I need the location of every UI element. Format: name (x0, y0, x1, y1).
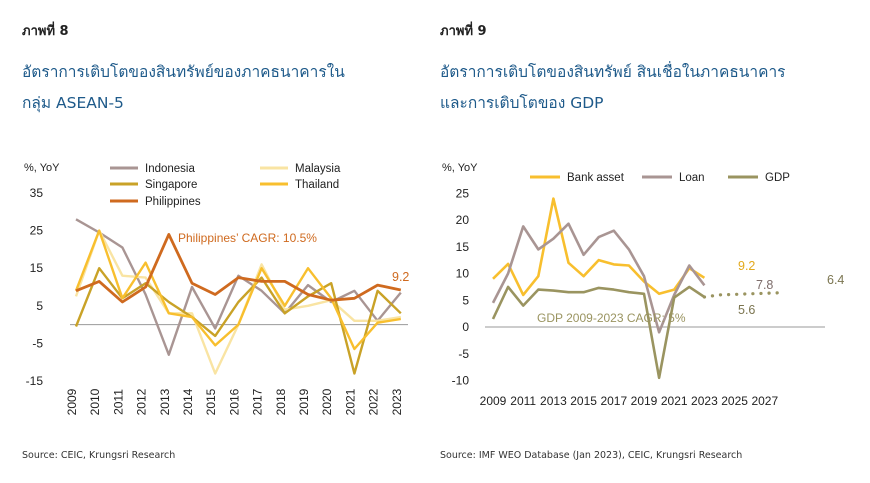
x-tick-label: 2010 (88, 388, 102, 415)
y-unit-label: %, YoY (442, 162, 478, 174)
gdp-forecast-end-value-label: 6.4 (827, 273, 844, 287)
series-line-loan (491, 222, 706, 334)
y-tick-label: 5 (36, 299, 43, 313)
legend-label: GDP (765, 172, 790, 184)
legend-label: Malaysia (295, 163, 341, 175)
x-tick-label: 2013 (158, 388, 172, 415)
figure-9-title-line2: และการเติบโตของ GDP (440, 94, 604, 112)
y-tick-label: 10 (456, 267, 470, 281)
x-tick-label: 2021 (661, 394, 688, 408)
legend-label: Bank asset (567, 172, 625, 184)
series-line-philippines (75, 233, 402, 304)
loan-end-value-label: 7.8 (756, 278, 773, 292)
figure-8-title-line2: กลุ่ม ASEAN-5 (22, 94, 124, 112)
x-tick-label: 2023 (390, 388, 404, 415)
x-tick-label: 2013 (540, 394, 567, 408)
x-tick-label: 2019 (297, 388, 311, 415)
figure-9-title-line1: อัตราการเติบโตของสินทรัพย์ สินเชื่อในภาค… (440, 63, 786, 81)
gdp-cagr-annotation: GDP 2009-2023 CAGR: 5% (537, 311, 686, 325)
figure-9-panel: ภาพที่ 9 อัตราการเติบโตของสินทรัพย์ สินเ… (430, 0, 870, 483)
y-tick-label: 25 (456, 186, 470, 200)
y-tick-label: -10 (452, 374, 470, 388)
figure-9-source: Source: IMF WEO Database (Jan 2023), CEI… (440, 450, 743, 461)
x-tick-label: 2021 (343, 388, 357, 415)
y-tick-label: 0 (462, 320, 469, 334)
y-tick-label: -5 (32, 336, 43, 350)
x-tick-label: 2017 (251, 388, 265, 415)
legend-label: Thailand (295, 179, 339, 191)
x-tick-label: 2022 (367, 388, 381, 415)
legend-label: Indonesia (145, 163, 195, 175)
x-tick-label: 2009 (65, 388, 79, 415)
x-tick-label: 2023 (691, 394, 718, 408)
x-tick-label: 2012 (135, 388, 149, 415)
figure-8-title-line1: อัตราการเติบโตของสินทรัพย์ของภาคธนาคารใน (22, 63, 345, 81)
series-line-indonesia (75, 218, 402, 356)
x-tick-label: 2018 (274, 388, 288, 415)
y-tick-label: 15 (30, 261, 44, 275)
figure-8-label: ภาพที่ 8 (22, 24, 69, 39)
x-tick-label: 2011 (510, 394, 536, 408)
x-tick-label: 2017 (600, 394, 627, 408)
x-tick-label: 2014 (181, 388, 195, 415)
figure-9-title: อัตราการเติบโตของสินทรัพย์ สินเชื่อในภาค… (440, 57, 786, 119)
y-tick-label: 15 (456, 240, 470, 254)
figure-9-label: ภาพที่ 9 (440, 24, 487, 39)
y-unit-label: %, YoY (24, 162, 60, 174)
x-tick-label: 2015 (204, 388, 218, 415)
y-tick-label: -5 (458, 347, 469, 361)
y-tick-label: 35 (30, 186, 44, 200)
philippines-end-value-label: 9.2 (392, 270, 409, 284)
bank-asset-end-value-label: 9.2 (738, 259, 755, 273)
x-tick-label: 2009 (480, 394, 507, 408)
x-tick-label: 2015 (570, 394, 597, 408)
legend-label: Philippines (145, 196, 201, 208)
asean-bank-asset-growth-chart: %, YoY 35 25 15 5 -5 -15 2009 2010 2011 2012 2013 20… (24, 162, 409, 415)
figure-8-panel: ภาพที่ 8 อัตราการเติบโตของสินทรัพย์ของภา… (0, 0, 430, 483)
series-line-singapore (74, 266, 402, 375)
gdp-end-value-label: 5.6 (738, 303, 755, 317)
y-tick-label: 25 (30, 224, 44, 238)
x-tick-label: 2020 (320, 388, 334, 415)
series-line-bank-asset (492, 197, 706, 297)
figure-8-source: Source: CEIC, Krungsri Research (22, 450, 176, 461)
x-tick-label: 2027 (751, 394, 778, 408)
philippines-cagr-annotation: Philippines’ CAGR: 10.5% (178, 231, 317, 245)
x-tick-label: 2025 (721, 394, 748, 408)
y-tick-label: -15 (26, 374, 44, 388)
x-tick-label: 2019 (631, 394, 658, 408)
series-line-gdp-forecast (702, 291, 782, 299)
legend-label: Singapore (145, 179, 197, 191)
series-line-thailand (74, 229, 401, 351)
figure-8-title: อัตราการเติบโตของสินทรัพย์ของภาคธนาคารใน… (22, 57, 345, 119)
x-tick-label: 2016 (227, 388, 241, 415)
y-tick-label: 5 (462, 293, 469, 307)
x-tick-label: 2011 (111, 389, 125, 415)
series-line-gdp (491, 285, 706, 380)
legend-label: Loan (679, 172, 705, 184)
y-tick-label: 20 (456, 213, 470, 227)
